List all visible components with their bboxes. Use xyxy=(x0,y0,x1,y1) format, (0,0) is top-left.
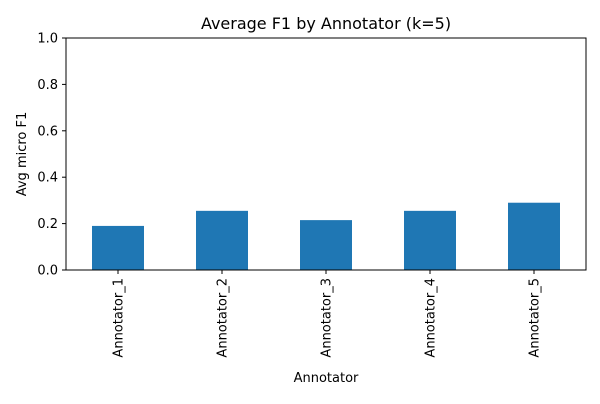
plot-frame xyxy=(65,37,587,271)
x-tick-label: Annotator_3 xyxy=(320,278,335,358)
y-tick-label: 0.0 xyxy=(37,264,58,279)
x-tick-label: Annotator_4 xyxy=(424,278,439,358)
x-axis-label: Annotator xyxy=(294,371,359,386)
x-tick-label: Annotator_5 xyxy=(528,278,543,358)
bar-annotator-4 xyxy=(404,210,456,270)
x-axis: Annotator_1 Annotator_2 Annotator_3 Annotat… xyxy=(112,270,543,358)
y-tick-label: 0.4 xyxy=(37,171,58,186)
bars-layer xyxy=(92,202,560,270)
y-axis: 0.0 0.2 0.4 0.6 0.8 1.0 xyxy=(37,32,66,279)
bar-annotator-1 xyxy=(92,225,144,270)
y-tick-label: 0.8 xyxy=(37,78,58,93)
y-axis-label: Avg micro F1 xyxy=(15,112,30,197)
bar-annotator-2 xyxy=(196,210,248,270)
y-tick-label: 0.2 xyxy=(37,217,58,232)
y-tick-label: 1.0 xyxy=(37,32,58,47)
x-tick-label: Annotator_2 xyxy=(216,278,231,358)
x-tick-label: Annotator_1 xyxy=(112,278,127,358)
chart-title: Average F1 by Annotator (k=5) xyxy=(201,14,451,33)
bar-annotator-3 xyxy=(300,220,352,270)
bar-annotator-5 xyxy=(508,202,560,270)
y-tick-label: 0.6 xyxy=(37,124,58,139)
plot-spines xyxy=(65,37,587,271)
